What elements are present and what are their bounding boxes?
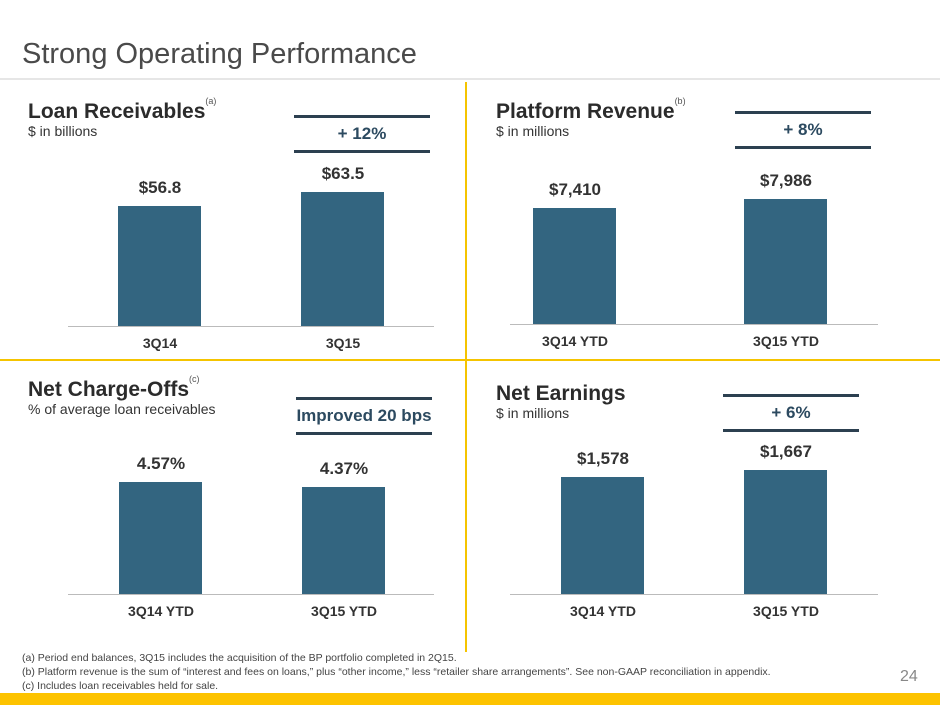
footnotes: (a) Period end balances, 3Q15 includes t…	[22, 651, 771, 693]
x-axis	[510, 324, 878, 325]
chart-title: Loan Receivables(a)	[28, 96, 216, 124]
bar	[744, 198, 827, 324]
category-label: 3Q14 YTD	[570, 603, 636, 619]
footnote-marker: (a)	[205, 96, 217, 106]
header-divider	[0, 78, 940, 80]
change-badge: Improved 20 bps	[296, 397, 432, 435]
chart-subtitle: $ in billions	[28, 123, 98, 139]
bar	[119, 482, 202, 594]
slide-title: Strong Operating Performance	[22, 38, 417, 70]
x-axis	[68, 594, 434, 595]
bottom-accent-bar	[0, 693, 940, 705]
bar	[302, 486, 385, 594]
category-label: 3Q14 YTD	[128, 603, 194, 619]
category-label: 3Q15 YTD	[311, 603, 377, 619]
category-label: 3Q15	[325, 335, 361, 351]
data-label: 4.37%	[319, 458, 369, 478]
data-label: $56.8	[138, 178, 182, 198]
page-number: 24	[900, 668, 918, 685]
data-label: $1,667	[760, 441, 812, 461]
data-label: 4.57%	[136, 454, 186, 474]
x-axis	[68, 326, 434, 327]
chart-title: Net Earnings	[496, 378, 626, 406]
bar	[561, 476, 644, 594]
category-label: 3Q15 YTD	[753, 603, 819, 619]
data-label: $7,986	[760, 170, 812, 190]
footnote-b: (b) Platform revenue is the sum of “inte…	[22, 666, 771, 678]
chart-title-text: Net Earnings	[496, 382, 626, 405]
x-axis	[510, 594, 878, 595]
bar	[118, 206, 201, 326]
bar	[744, 469, 827, 594]
horizontal-divider	[0, 359, 940, 361]
category-label: 3Q14	[142, 335, 178, 351]
footnote-marker: (b)	[674, 96, 686, 106]
chart-title: Net Charge-Offs(c)	[28, 374, 200, 402]
chart-title-text: Net Charge-Offs	[28, 378, 190, 401]
footnote-marker: (c)	[189, 374, 200, 384]
bar	[533, 207, 616, 324]
footnote-c: (c) Includes loan receivables held for s…	[22, 680, 219, 692]
chart-title-text: Platform Revenue	[496, 100, 675, 123]
category-label: 3Q15 YTD	[753, 333, 819, 349]
data-label: $63.5	[321, 164, 365, 184]
vertical-divider	[465, 82, 467, 652]
chart-title-text: Loan Receivables	[28, 100, 206, 123]
data-label: $1,578	[577, 448, 629, 468]
chart-subtitle: % of average loan receivables	[28, 401, 216, 417]
change-badge: + 12%	[294, 115, 430, 153]
category-label: 3Q14 YTD	[542, 333, 608, 349]
chart-title: Platform Revenue(b)	[496, 96, 686, 124]
change-badge: + 8%	[735, 111, 871, 149]
change-badge: + 6%	[723, 394, 859, 432]
bar	[301, 192, 384, 326]
footnote-a: (a) Period end balances, 3Q15 includes t…	[22, 652, 457, 664]
chart-subtitle: $ in millions	[496, 405, 570, 421]
data-label: $7,410	[549, 179, 601, 199]
chart-subtitle: $ in millions	[496, 123, 570, 139]
